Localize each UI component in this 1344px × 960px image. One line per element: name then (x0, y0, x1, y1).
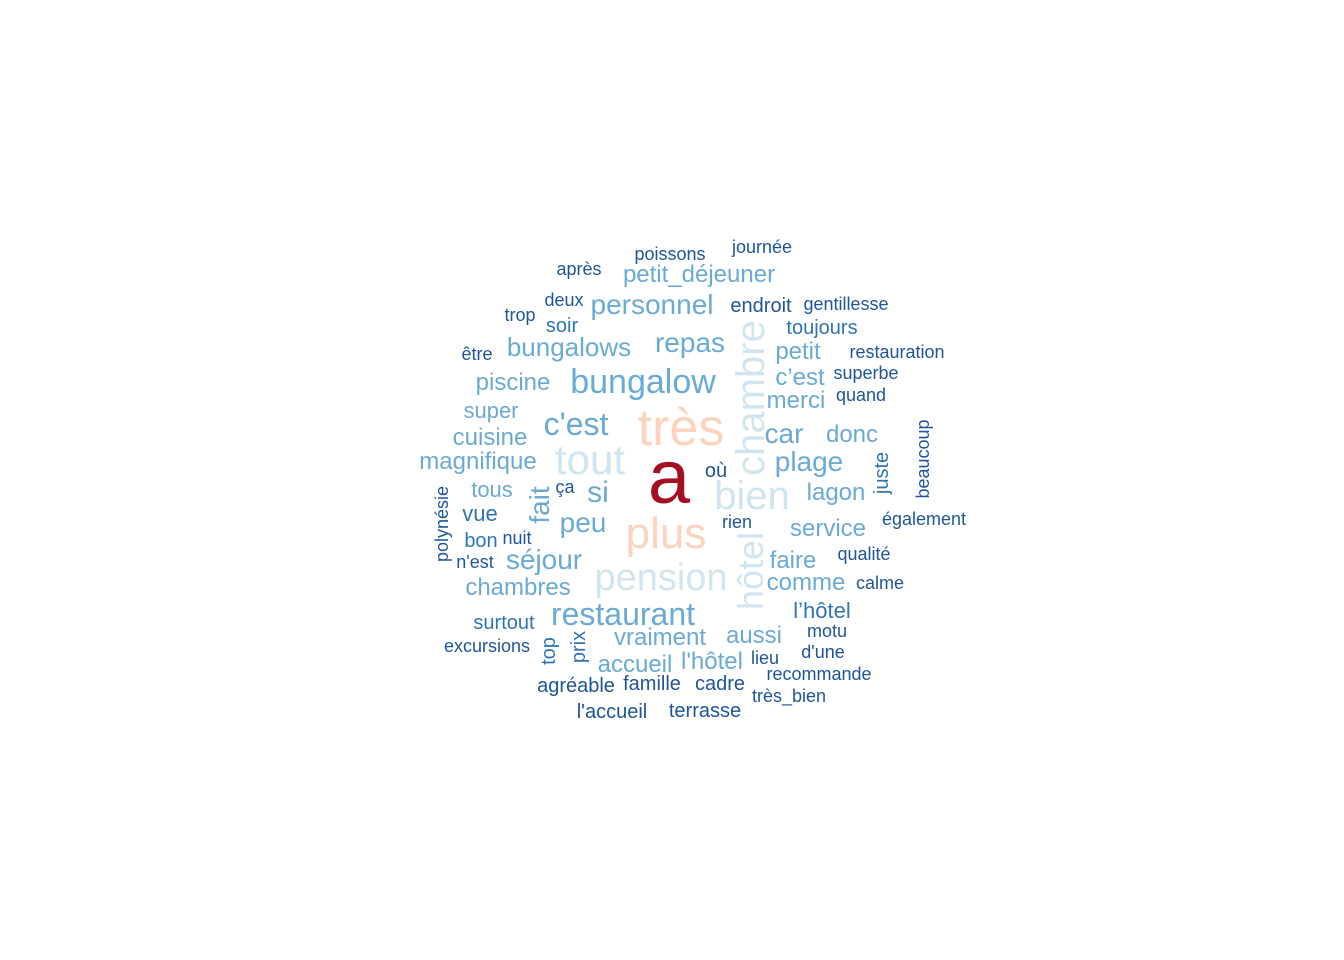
word-58: famille (623, 673, 681, 695)
word-2: très (637, 399, 725, 457)
word-80: très_bien (751, 686, 827, 706)
word-74: qualité (837, 544, 891, 564)
word-65: après (556, 259, 602, 279)
word-48: prix (568, 630, 590, 664)
word-28: l'hôtel (681, 648, 743, 675)
word-8: hôtel (730, 531, 771, 611)
word-72: beaucoup (913, 419, 933, 499)
word-45: juste (871, 451, 893, 495)
word-52: ça (555, 477, 575, 497)
word-42: surtout (473, 612, 535, 634)
word-63: poissons (634, 244, 706, 264)
word-25: chambres (465, 574, 571, 601)
word-59: agréable (537, 675, 615, 697)
word-22: magnifique (419, 448, 537, 475)
word-31: comme (766, 569, 846, 596)
word-76: motu (806, 621, 848, 641)
word-17: peu (559, 507, 607, 538)
word-27: accueil (597, 651, 673, 678)
word-6: bien (714, 474, 790, 518)
word-29: aussi (725, 622, 783, 649)
word-5: chambre (729, 320, 773, 476)
word-71: quand (835, 385, 887, 405)
word-23: piscine (475, 369, 551, 396)
word-32: service (789, 515, 867, 542)
word-44: soir (545, 315, 579, 337)
word-7: pension (594, 557, 728, 599)
word-24: cuisine (452, 424, 528, 451)
word-35: merci (766, 387, 826, 414)
word-49: endroit (730, 295, 792, 317)
word-50: deux (544, 290, 584, 310)
word-40: l’hôtel (793, 598, 851, 623)
word-11: c'est (543, 406, 609, 442)
word-37: petit (775, 338, 821, 365)
word-70: superbe (833, 363, 899, 383)
word-68: gentillesse (803, 294, 889, 314)
word-15: fait (524, 486, 555, 524)
word-62: excursions (443, 636, 531, 656)
word-18: plage (774, 446, 844, 477)
word-77: d'une (801, 642, 845, 662)
word-66: trop (504, 305, 536, 325)
word-30: faire (769, 547, 817, 574)
word-3: plus (625, 509, 707, 558)
word-56: rien (721, 512, 753, 532)
word-67: être (461, 344, 493, 364)
word-43: vue (462, 501, 498, 526)
word-60: l'accueil (576, 701, 648, 723)
word-21: petit_déjeuner (622, 261, 776, 288)
word-75: calme (855, 573, 905, 593)
word-61: terrasse (668, 700, 742, 722)
word-9: bungalow (570, 363, 716, 401)
word-78: lieu (750, 648, 780, 668)
word-16: séjour (505, 544, 583, 575)
word-33: lagon (806, 479, 866, 506)
word-38: super (463, 398, 519, 423)
word-12: personnel (590, 289, 714, 320)
word-39: tous (471, 477, 513, 502)
word-55: polynésie (432, 485, 452, 563)
word-54: n'est (456, 552, 494, 572)
word-10: restaurant (550, 596, 696, 632)
word-1: a (647, 435, 691, 520)
word-19: car (764, 418, 804, 449)
word-14: si (587, 476, 609, 509)
word-51: où (704, 460, 728, 482)
word-46: bon (464, 530, 498, 552)
word-36: c’est (775, 364, 825, 391)
word-4: tout (554, 436, 626, 483)
word-73: également (881, 509, 967, 529)
word-64: journée (731, 237, 793, 257)
word-57: cadre (694, 673, 746, 695)
word-41: toujours (786, 317, 858, 339)
word-13: repas (654, 327, 726, 358)
word-53: nuit (502, 528, 532, 548)
word-47: top (538, 637, 560, 665)
word-20: bungalows (506, 332, 632, 362)
word-34: donc (825, 421, 879, 448)
word-69: restauration (849, 342, 945, 362)
word-79: recommande (766, 664, 872, 684)
word-26: vraiment (613, 624, 707, 651)
